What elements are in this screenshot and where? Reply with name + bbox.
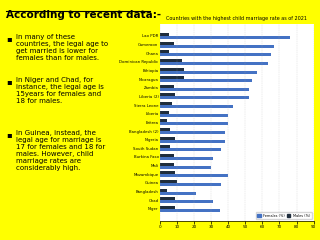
Legend: Females (%), Males (%): Females (%), Males (%) <box>256 212 312 219</box>
Bar <box>160 148 221 151</box>
Bar <box>160 128 170 131</box>
Bar <box>160 102 172 105</box>
Bar <box>160 79 252 82</box>
Text: In Guinea, instead, the
legal age for marriage is
17 for females and 18 for
male: In Guinea, instead, the legal age for ma… <box>16 130 105 171</box>
Text: According to recent data:-: According to recent data:- <box>6 10 162 20</box>
Bar <box>160 183 221 186</box>
Title: Countries with the highest child marriage rate as of 2021: Countries with the highest child marriag… <box>166 16 307 21</box>
Bar <box>160 59 182 62</box>
Bar <box>160 145 170 148</box>
Bar <box>160 105 233 108</box>
Bar <box>160 76 184 79</box>
Bar <box>160 71 257 74</box>
Text: In many of these
countries, the legal age to
get married is lower for
females th: In many of these countries, the legal ag… <box>16 34 108 60</box>
Bar <box>160 33 169 36</box>
Bar <box>160 206 175 209</box>
Bar <box>160 36 290 39</box>
Bar <box>160 50 169 53</box>
Text: In Niger and Chad, for
instance, the legal age is
15years for females and
18 for: In Niger and Chad, for instance, the leg… <box>16 77 104 104</box>
Bar <box>160 154 174 157</box>
Bar <box>160 192 196 195</box>
Bar <box>160 140 225 143</box>
Bar <box>160 93 175 96</box>
Bar <box>160 88 249 91</box>
Bar <box>160 137 175 140</box>
Text: ▪: ▪ <box>6 34 12 43</box>
Bar <box>160 174 228 177</box>
Bar <box>160 197 175 200</box>
Bar <box>160 188 167 192</box>
Bar <box>160 157 213 160</box>
Bar <box>160 166 211 169</box>
Bar <box>160 200 213 203</box>
Bar <box>160 62 268 65</box>
Bar <box>160 162 174 166</box>
Bar <box>160 131 225 134</box>
Text: ▪: ▪ <box>6 77 12 86</box>
Bar <box>160 85 174 88</box>
Bar <box>160 53 271 56</box>
Bar <box>160 122 228 126</box>
Bar <box>160 67 184 71</box>
Text: ▪: ▪ <box>6 130 12 138</box>
Bar <box>160 111 169 114</box>
Bar <box>160 45 274 48</box>
Bar <box>160 209 220 212</box>
Bar <box>160 119 167 122</box>
Bar <box>160 42 174 45</box>
Bar <box>160 96 249 100</box>
Bar <box>160 180 177 183</box>
Bar <box>160 114 228 117</box>
Bar <box>160 171 175 174</box>
